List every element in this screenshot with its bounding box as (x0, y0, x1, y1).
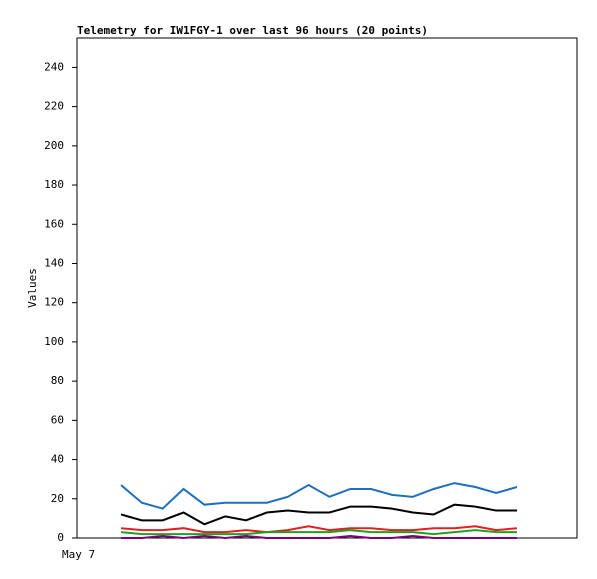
chart-title: Telemetry for IW1FGY-1 over last 96 hour… (77, 24, 428, 37)
y-tick-label: 220 (44, 100, 64, 113)
y-axis-label: Values (26, 268, 39, 308)
series-line (120, 529, 517, 536)
series-line (120, 482, 518, 510)
series-line (121, 535, 517, 540)
y-tick-label: 80 (51, 374, 64, 387)
y-tick-label: 160 (44, 217, 64, 230)
x-tick-label: May 7 (62, 548, 95, 561)
y-tick-label: 180 (44, 178, 64, 191)
y-tick-label: 20 (51, 492, 64, 505)
y-tick-label: 40 (51, 453, 64, 466)
y-tick-label: 100 (44, 335, 64, 348)
plot-frame (76, 37, 578, 539)
y-tick-label: 240 (44, 60, 64, 73)
series-line (120, 503, 517, 526)
y-tick-label: 200 (44, 139, 64, 152)
y-tick-label: 120 (44, 296, 64, 309)
series-line (120, 525, 518, 534)
y-tick-label: 60 (51, 413, 64, 426)
y-tick-label: 140 (44, 256, 64, 269)
y-tick-label: 0 (57, 531, 64, 544)
